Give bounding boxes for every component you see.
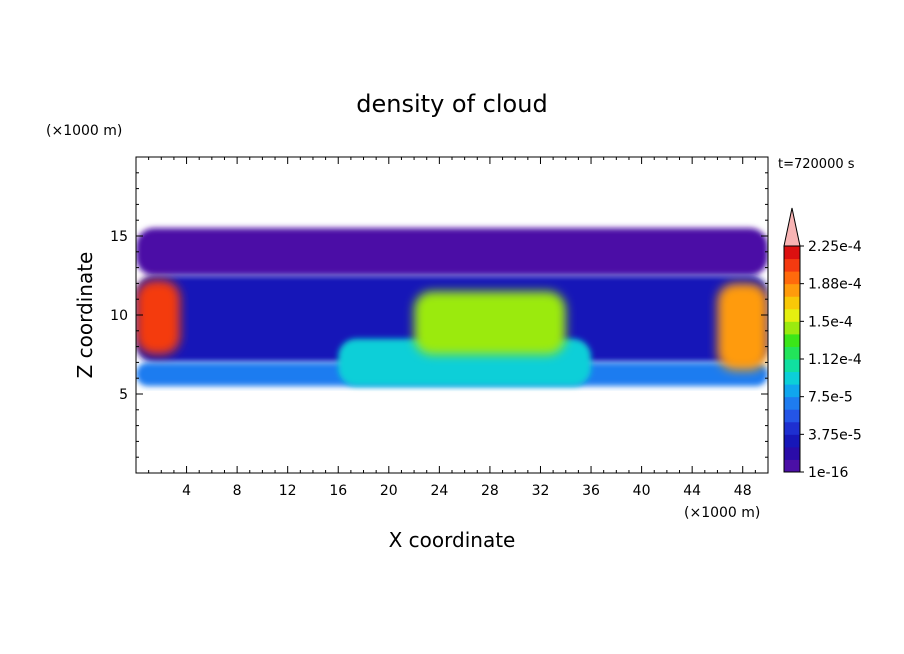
colorbar-segment bbox=[784, 396, 800, 410]
cloud-region bbox=[136, 228, 768, 276]
y-tick-label: 5 bbox=[119, 387, 128, 403]
colorbar-segment bbox=[784, 459, 800, 473]
colorbar-segment bbox=[784, 434, 800, 448]
colorbar: 1e-16 3.75e-5 7.5e-5 1.12e-4 1.5e-4 1.88e-4 2.… bbox=[783, 207, 862, 481]
x-tick-label: 48 bbox=[734, 483, 752, 499]
colorbar-label: 1.5e-4 bbox=[808, 314, 853, 330]
time-label: t=720000 s bbox=[778, 157, 855, 172]
colorbar-segment bbox=[784, 271, 800, 285]
colorbar-segment bbox=[784, 346, 800, 360]
colorbar-over-triangle bbox=[783, 207, 801, 247]
colorbar-label: 1e-16 bbox=[808, 465, 848, 481]
colorbar-segment bbox=[784, 359, 800, 373]
cloud-region bbox=[136, 280, 181, 355]
colorbar-segment bbox=[784, 446, 800, 460]
cloud-region bbox=[414, 291, 566, 355]
x-tick-label: 40 bbox=[633, 483, 651, 499]
colorbar-segment bbox=[784, 258, 800, 272]
x-tick-label: 16 bbox=[329, 483, 347, 499]
colorbar-segment bbox=[784, 283, 800, 297]
colorbar-label: 1.12e-4 bbox=[808, 352, 862, 368]
colorbar-segment bbox=[784, 308, 800, 322]
chart-title: density of cloud bbox=[356, 90, 547, 118]
x-axis-label: X coordinate bbox=[389, 528, 516, 552]
x-tick-label: 28 bbox=[481, 483, 499, 499]
colorbar-label: 1.88e-4 bbox=[808, 277, 862, 293]
y-tick-label: 15 bbox=[110, 229, 128, 245]
x-tick-label: 12 bbox=[279, 483, 297, 499]
colorbar-segment bbox=[784, 246, 800, 260]
colorbar-segment bbox=[784, 384, 800, 398]
x-tick-label: 4 bbox=[182, 483, 191, 499]
colorbar-label: 2.25e-4 bbox=[808, 239, 862, 255]
cloud-region bbox=[717, 283, 768, 371]
x-tick-label: 20 bbox=[380, 483, 398, 499]
y-unit-label: (×1000 m) bbox=[46, 123, 122, 139]
colorbar-segment bbox=[784, 321, 800, 335]
x-tick-label: 24 bbox=[430, 483, 448, 499]
x-tick-label: 32 bbox=[532, 483, 550, 499]
y-tick-label: 10 bbox=[110, 308, 128, 324]
y-axis-ticks: 5 10 15 bbox=[110, 172, 768, 458]
colorbar-segment bbox=[784, 296, 800, 310]
colorbar-segment bbox=[784, 409, 800, 423]
colorbar-label: 7.5e-5 bbox=[808, 390, 853, 406]
cloud-field bbox=[136, 228, 768, 387]
colorbar-segment bbox=[784, 333, 800, 347]
colorbar-label: 3.75e-5 bbox=[808, 427, 862, 443]
colorbar-segment bbox=[784, 371, 800, 385]
y-axis-label: Z coordinate bbox=[73, 252, 97, 379]
x-unit-label: (×1000 m) bbox=[684, 505, 760, 521]
x-tick-label: 8 bbox=[233, 483, 242, 499]
x-axis-ticks: 4 8 12 16 20 24 28 32 36 40 44 48 bbox=[148, 157, 756, 499]
x-tick-label: 36 bbox=[582, 483, 600, 499]
x-tick-label: 44 bbox=[683, 483, 701, 499]
colorbar-segment bbox=[784, 421, 800, 435]
